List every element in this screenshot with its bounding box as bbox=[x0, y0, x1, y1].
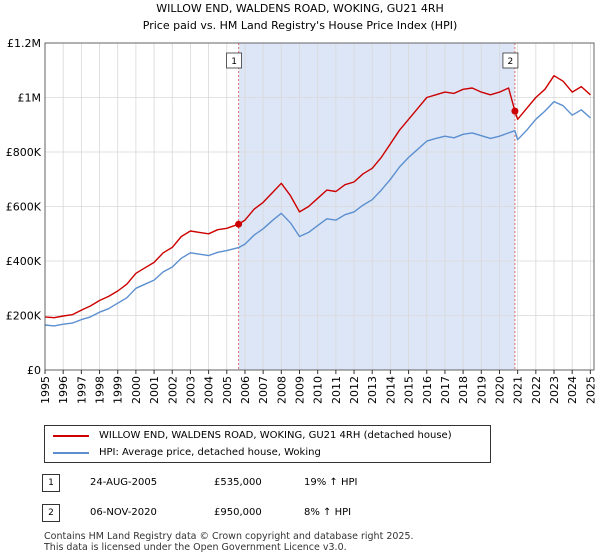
x-tick-label: 2010 bbox=[312, 376, 325, 404]
sale-row-2: 2 06-NOV-2020 £950,000 8% ↑ HPI bbox=[42, 504, 542, 522]
y-tick-label: £800K bbox=[6, 146, 42, 159]
x-tick-label: 2006 bbox=[239, 376, 252, 404]
y-tick-label: £0 bbox=[27, 364, 41, 377]
sale-label-text: 2 bbox=[508, 57, 514, 67]
legend-label-property: WILLOW END, WALDENS ROAD, WOKING, GU21 4… bbox=[99, 430, 452, 441]
x-tick-label: 2021 bbox=[512, 376, 525, 404]
x-tick-label: 2008 bbox=[275, 376, 288, 404]
y-tick-label: £1.2M bbox=[7, 37, 41, 50]
sale-label-2: 2 bbox=[502, 52, 519, 69]
chart-subtitle: Price paid vs. HM Land Registry's House … bbox=[143, 19, 458, 32]
x-tick-label: 2017 bbox=[439, 376, 452, 404]
x-tick-label: 1999 bbox=[112, 376, 125, 404]
sale-label-text: 1 bbox=[231, 57, 237, 67]
sale-label-box bbox=[502, 52, 519, 69]
x-tick-label: 2025 bbox=[584, 376, 597, 404]
x-tick-label: 1998 bbox=[94, 376, 107, 404]
legend-swatch-property bbox=[53, 435, 89, 437]
y-tick-label: £400K bbox=[6, 255, 42, 268]
x-tick-label: 1996 bbox=[57, 376, 70, 404]
x-tick-label: 2023 bbox=[548, 376, 561, 404]
x-tick-label: 2013 bbox=[366, 376, 379, 404]
plot-frame bbox=[44, 42, 595, 371]
x-tick-label: 2018 bbox=[457, 376, 470, 404]
x-tick-label: 2016 bbox=[421, 376, 434, 404]
x-tick-label: 2007 bbox=[257, 376, 270, 404]
x-tick-label: 2019 bbox=[475, 376, 488, 404]
footer-line-1: Contains HM Land Registry data © Crown c… bbox=[44, 531, 414, 542]
legend: WILLOW END, WALDENS ROAD, WOKING, GU21 4… bbox=[44, 425, 491, 463]
x-tick-label: 2024 bbox=[566, 376, 579, 404]
sale-hpi-2: 8% ↑ HPI bbox=[304, 507, 352, 518]
x-tick-label: 2014 bbox=[384, 376, 397, 404]
sale-price-2: £950,000 bbox=[214, 507, 262, 518]
x-tick-label: 2004 bbox=[203, 376, 216, 404]
footer: Contains HM Land Registry data © Crown c… bbox=[44, 531, 414, 553]
sale-hpi-1: 19% ↑ HPI bbox=[304, 477, 358, 488]
sale-badge-1: 1 bbox=[42, 474, 60, 492]
sale-point bbox=[511, 107, 519, 115]
sale-price-1: £535,000 bbox=[214, 477, 262, 488]
hpi-line bbox=[44, 100, 591, 327]
y-tick-label: £200K bbox=[6, 310, 42, 323]
y-tick-label: £1M bbox=[18, 92, 42, 105]
x-tick-label: 2015 bbox=[403, 376, 416, 404]
sale-label-box bbox=[226, 52, 243, 69]
x-tick-label: 1995 bbox=[39, 376, 52, 404]
sale-label-1: 1 bbox=[226, 52, 243, 69]
x-tick-label: 2003 bbox=[184, 376, 197, 404]
sale-date-2: 06-NOV-2020 bbox=[90, 507, 157, 518]
x-tick-label: 2001 bbox=[148, 376, 161, 404]
legend-label-hpi: HPI: Average price, detached house, Woki… bbox=[99, 447, 321, 458]
x-tick-label: 2005 bbox=[221, 376, 234, 404]
x-tick-label: 2022 bbox=[530, 376, 543, 404]
y-tick-label: £600K bbox=[6, 201, 42, 214]
x-tick-label: 2011 bbox=[330, 376, 343, 404]
x-tick-label: 2020 bbox=[493, 376, 506, 404]
footer-line-2: This data is licensed under the Open Gov… bbox=[44, 542, 347, 553]
sale-row-1: 1 24-AUG-2005 £535,000 19% ↑ HPI bbox=[42, 474, 542, 492]
sale-badge-2: 2 bbox=[42, 504, 60, 522]
x-tick-label: 2012 bbox=[348, 376, 361, 404]
legend-swatch-hpi bbox=[53, 452, 89, 454]
price-chart: WILLOW END, WALDENS ROAD, WOKING, GU21 4… bbox=[6, 2, 598, 404]
property-price-line bbox=[44, 75, 591, 319]
x-tick-label: 2000 bbox=[130, 376, 143, 404]
x-tick-label: 2002 bbox=[166, 376, 179, 404]
chart-title: WILLOW END, WALDENS ROAD, WOKING, GU21 4… bbox=[156, 2, 444, 15]
x-tick-label: 2009 bbox=[294, 376, 307, 404]
sale-date-1: 24-AUG-2005 bbox=[90, 477, 158, 488]
sale-point bbox=[235, 220, 243, 228]
x-tick-label: 1997 bbox=[75, 376, 88, 404]
